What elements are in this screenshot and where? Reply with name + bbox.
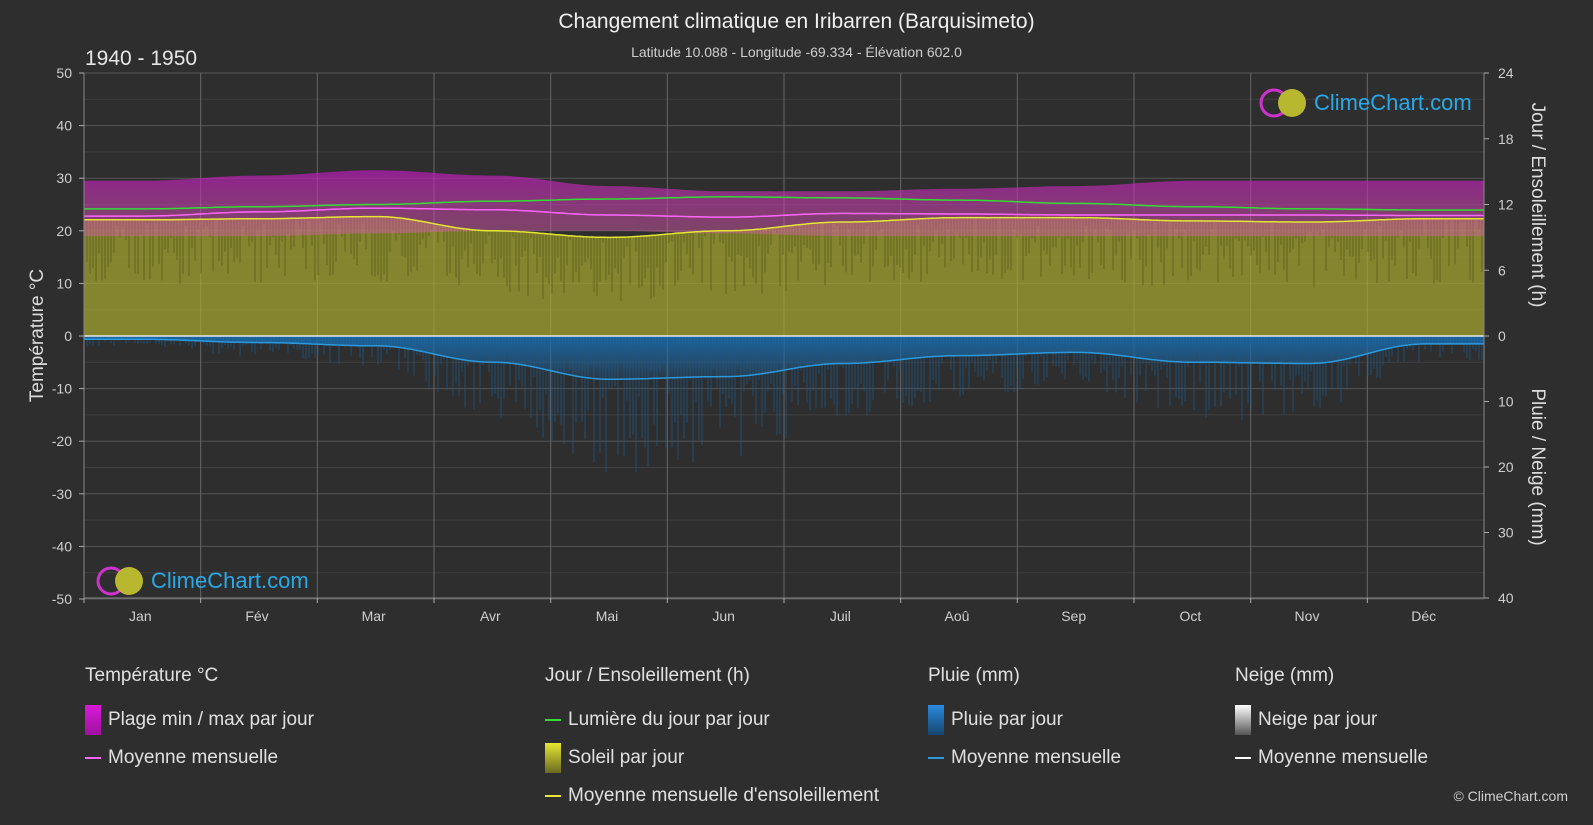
legend-heading: Pluie (mm) (928, 665, 1121, 689)
legend-item: Soleil par jour (545, 739, 879, 777)
logo-text: ClimeChart.com (1314, 90, 1472, 116)
left-tick-label: 30 (56, 170, 72, 186)
legend-item: Neige par jour (1235, 701, 1428, 739)
month-label: Jan (129, 608, 152, 624)
right-top-axis-title: Jour / Ensoleillement (h) (1527, 103, 1548, 308)
legend-item: Moyenne mensuelle d'ensoleillement (545, 777, 879, 815)
swatch-snow (1235, 705, 1251, 735)
left-tick-label: -30 (52, 486, 72, 502)
left-tick-label: 10 (56, 275, 72, 291)
legend-label: Moyenne mensuelle (951, 747, 1121, 769)
legend-item: Plage min / max par jour (85, 701, 314, 739)
legend-label: Moyenne mensuelle (1258, 747, 1428, 769)
right-tick-label: 30 (1498, 525, 1514, 541)
right-tick-label: 18 (1498, 131, 1514, 147)
left-tick-label: 20 (56, 223, 72, 239)
legend-item: Moyenne mensuelle (928, 739, 1121, 777)
logo-text: ClimeChart.com (151, 568, 309, 594)
legend-item: Moyenne mensuelle (1235, 739, 1428, 777)
right-tick-label: 0 (1498, 328, 1506, 344)
swatch-daylight (545, 719, 561, 721)
month-label: Déc (1411, 608, 1436, 624)
month-label: Fév (245, 608, 268, 624)
legend-label: Neige par jour (1258, 709, 1377, 731)
month-label: Jun (712, 608, 735, 624)
left-tick-label: -40 (52, 538, 72, 554)
right-tick-label: 12 (1498, 197, 1514, 213)
left-axis-title: Température °C (27, 269, 48, 402)
logo-bottom[interactable]: ClimeChart.com (95, 565, 309, 597)
logo-icon (1258, 87, 1310, 119)
legend-label: Moyenne mensuelle d'ensoleillement (568, 785, 879, 807)
legend-item: Lumière du jour par jour (545, 701, 879, 739)
swatch-rain (928, 705, 944, 735)
left-tick-label: -10 (52, 381, 72, 397)
swatch-sunshine-mean (545, 795, 561, 797)
legend-item: Moyenne mensuelle (85, 739, 314, 777)
copyright: © ClimeChart.com (1453, 788, 1568, 804)
legend-label: Pluie par jour (951, 709, 1063, 731)
right-tick-label: 40 (1498, 590, 1514, 606)
legend-rain: Pluie (mm) Pluie par jour Moyenne mensue… (928, 665, 1121, 777)
legend-heading: Jour / Ensoleillement (h) (545, 665, 879, 689)
month-label: Nov (1295, 608, 1320, 624)
swatch-sunshine (545, 743, 561, 773)
right-tick-label: 20 (1498, 459, 1514, 475)
legend-item: Pluie par jour (928, 701, 1121, 739)
month-label: Avr (480, 608, 501, 624)
legend-heading: Neige (mm) (1235, 665, 1428, 689)
left-tick-label: 0 (64, 328, 72, 344)
legend-label: Plage min / max par jour (108, 709, 314, 731)
right-tick-label: 10 (1498, 394, 1514, 410)
month-label: Aoû (945, 608, 970, 624)
legend-label: Soleil par jour (568, 747, 684, 769)
left-tick-label: -50 (52, 591, 72, 607)
left-tick-label: -20 (52, 433, 72, 449)
month-label: Juil (830, 608, 851, 624)
legend-label: Moyenne mensuelle (108, 747, 278, 769)
month-label: Mai (596, 608, 619, 624)
left-tick-label: 50 (56, 65, 72, 81)
month-label: Oct (1179, 608, 1201, 624)
month-label: Mar (362, 608, 386, 624)
legend-temperature: Température °C Plage min / max par jour … (85, 665, 314, 777)
swatch-temp-range (85, 705, 101, 735)
logo-top[interactable]: ClimeChart.com (1258, 87, 1472, 119)
legend-sun: Jour / Ensoleillement (h) Lumière du jou… (545, 665, 879, 815)
swatch-rain-mean (928, 757, 944, 759)
right-bottom-axis-title: Pluie / Neige (mm) (1527, 388, 1548, 545)
logo-icon (95, 565, 147, 597)
left-tick-label: 40 (56, 118, 72, 134)
right-tick-label: 6 (1498, 262, 1506, 278)
swatch-snow-mean (1235, 757, 1251, 759)
legend-label: Lumière du jour par jour (568, 709, 770, 731)
month-label: Sep (1061, 608, 1086, 624)
swatch-temp-mean (85, 757, 101, 759)
right-tick-label: 24 (1498, 65, 1514, 81)
legend-heading: Température °C (85, 665, 314, 689)
legend-snow: Neige (mm) Neige par jour Moyenne mensue… (1235, 665, 1428, 777)
